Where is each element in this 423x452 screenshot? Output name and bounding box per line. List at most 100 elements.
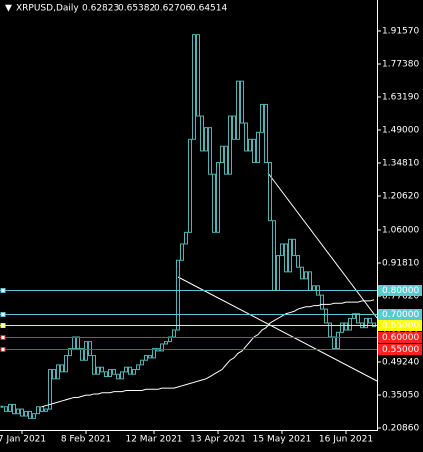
y-tick-label: 1.77380 [382,60,419,70]
candle [252,138,256,164]
y-tick-label: 1.20620 [382,192,419,202]
candle [44,408,48,412]
y-tick-label: 1.91570 [382,27,419,37]
candle [172,329,176,338]
candle [300,266,304,280]
candle [288,238,292,273]
candle [188,138,192,233]
candle [92,355,96,375]
x-tick-label: 16 Jun 2021 [319,435,373,445]
level-marker [0,347,6,352]
candle [64,355,68,373]
y-tick-label: 0.20860 [382,424,419,434]
candle [200,115,204,152]
level-label: 0.60000 [382,333,419,343]
candle [124,366,128,373]
candle [12,403,16,415]
level-label: 0.55000 [382,345,419,355]
candle [168,336,172,343]
candle [204,127,208,152]
candle [268,162,272,222]
y-tick-label: 1.49000 [382,126,419,136]
candle [280,243,284,257]
candle [52,369,56,380]
candle [132,369,136,375]
candle [244,122,248,152]
candle [96,366,100,375]
x-tick-label: 15 May 2021 [253,435,312,445]
candle [140,359,144,366]
candle [320,294,324,310]
candle [192,34,196,140]
candle [220,145,224,164]
candle [364,317,368,329]
header-arrow: ▼ [5,4,12,14]
candle [76,336,80,350]
candle [144,355,148,361]
candle [84,341,88,361]
ohlc-low: 0.62706 [154,4,191,14]
candle [184,231,188,245]
symbol: XRPUSD,Daily [16,4,79,14]
candle [72,336,76,350]
ohlc-close: 0.64514 [190,4,227,14]
candle [88,341,92,357]
candle [176,259,180,331]
candle [368,317,372,324]
x-tick-label: 7 Jan 2021 [0,435,46,445]
candle [328,322,332,338]
candle [136,364,140,371]
level-label: 0.80000 [382,286,419,296]
candle [208,127,212,175]
y-tick-label: 1.06000 [382,226,419,236]
candle [324,308,328,324]
candle [304,271,308,280]
level-marker [0,312,6,317]
candle [80,348,84,361]
level-label: 0.65000 [382,321,419,331]
candle [0,405,4,408]
candle [16,408,20,415]
y-tick-label: 1.63190 [382,93,419,103]
candle [340,322,344,333]
candle [56,364,60,380]
trend-line [267,172,378,319]
level-label-box [378,344,422,355]
candle [344,322,348,331]
level-marker [0,288,6,293]
x-tick-label: 13 Apr 2021 [190,435,246,445]
candle [180,243,184,261]
x-tick-label: 8 Feb 2021 [61,435,111,445]
candle [256,131,260,164]
trend-line [177,276,378,382]
candle [108,369,112,378]
level-label-box [378,320,422,331]
candle [8,403,12,412]
candle [32,413,36,419]
candle [336,331,340,350]
candle [264,103,268,164]
candle [348,317,352,331]
candle [160,343,164,352]
candle [116,373,120,380]
moving-average [41,299,375,408]
candle [152,348,156,359]
candle [248,138,252,152]
candle [120,371,124,380]
level-marker [0,323,6,328]
x-tick-label: 12 Mar 2021 [125,435,182,445]
candle [128,366,132,375]
y-tick-label: 0.49240 [382,358,419,368]
candle [48,369,52,410]
candle [216,162,220,233]
candle [68,348,72,357]
level-marker [0,335,6,340]
y-tick-label: 1.34810 [382,159,419,169]
y-tick-label: 0.35050 [382,391,419,401]
y-tick-label: 0.91810 [382,259,419,269]
candle [332,336,336,350]
candle [60,364,64,373]
y-tick-label: 0.77620 [382,292,419,302]
candle [148,355,152,359]
